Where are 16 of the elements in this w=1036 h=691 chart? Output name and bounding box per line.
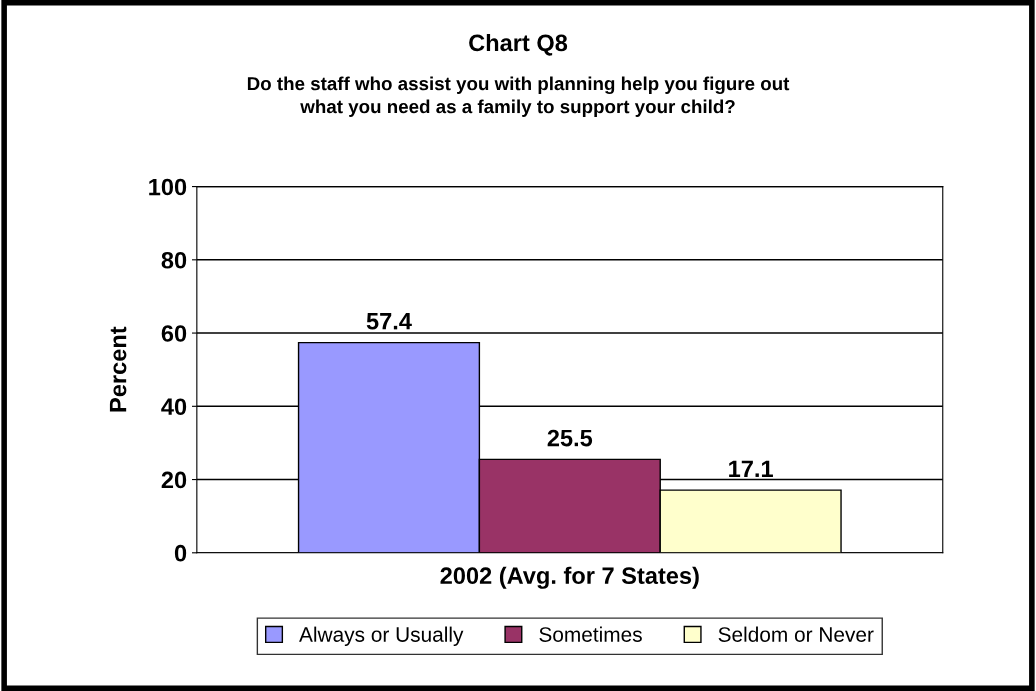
legend-label: Sometimes bbox=[539, 626, 642, 642]
y-axis-title: Percent bbox=[109, 326, 127, 412]
chart-title: Chart Q8 bbox=[469, 33, 568, 56]
data-label: 57.4 bbox=[366, 313, 412, 330]
legend-label: Seldom or Never bbox=[718, 626, 874, 642]
y-tick-label: 40 bbox=[161, 398, 187, 416]
y-tick-label: 60 bbox=[161, 325, 187, 342]
y-tick-label: 20 bbox=[161, 471, 187, 489]
legend-label: Always or Usually bbox=[299, 626, 464, 647]
x-tick-label: 2002 (Avg. for 7 States) bbox=[440, 566, 699, 589]
y-tick-label: 0 bbox=[174, 544, 187, 562]
data-label: 25.5 bbox=[547, 429, 593, 447]
chart-subtitle: Do the staff who assist you with planning help you figure out what you need as a family to support your child? bbox=[247, 76, 790, 117]
y-tick-label: 80 bbox=[161, 251, 187, 269]
y-tick-label: 100 bbox=[149, 178, 187, 196]
data-label: 17.1 bbox=[729, 460, 773, 477]
